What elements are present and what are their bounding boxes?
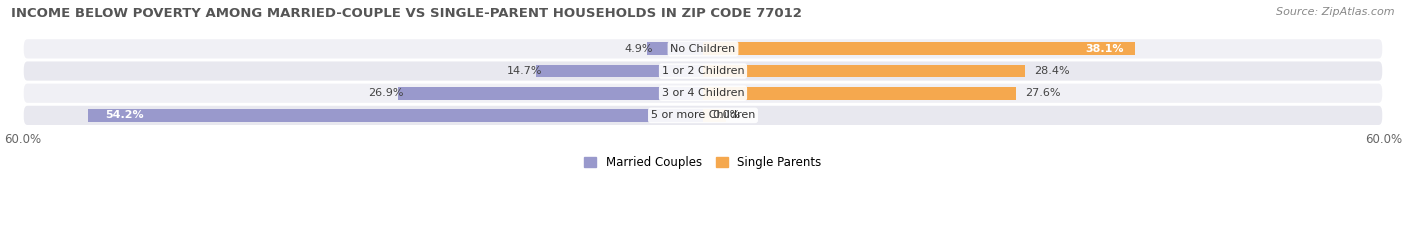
Bar (536, 65, 703, 77)
Text: 38.1%: 38.1% (1085, 44, 1123, 54)
Text: 27.6%: 27.6% (1025, 88, 1060, 98)
Text: 26.9%: 26.9% (368, 88, 404, 98)
Text: INCOME BELOW POVERTY AMONG MARRIED-COUPLE VS SINGLE-PARENT HOUSEHOLDS IN ZIP COD: INCOME BELOW POVERTY AMONG MARRIED-COUPL… (11, 7, 801, 20)
Text: 5 or more Children: 5 or more Children (651, 110, 755, 120)
Bar (703, 65, 1025, 77)
Bar (398, 87, 703, 100)
Text: 28.4%: 28.4% (1033, 66, 1070, 76)
FancyBboxPatch shape (22, 38, 1384, 59)
Bar (647, 42, 703, 55)
Text: 54.2%: 54.2% (105, 110, 145, 120)
FancyBboxPatch shape (22, 105, 1384, 126)
FancyBboxPatch shape (22, 60, 1384, 82)
Bar (703, 109, 725, 122)
Text: 4.9%: 4.9% (624, 44, 654, 54)
FancyBboxPatch shape (22, 82, 1384, 104)
Text: No Children: No Children (671, 44, 735, 54)
Text: 0.0%: 0.0% (711, 110, 741, 120)
Legend: Married Couples, Single Parents: Married Couples, Single Parents (579, 151, 827, 173)
Text: 1 or 2 Children: 1 or 2 Children (662, 66, 744, 76)
Text: Source: ZipAtlas.com: Source: ZipAtlas.com (1277, 7, 1395, 17)
Bar (703, 87, 1017, 100)
Bar (703, 42, 1135, 55)
Text: 14.7%: 14.7% (506, 66, 541, 76)
Text: 3 or 4 Children: 3 or 4 Children (662, 88, 744, 98)
Bar (89, 109, 703, 122)
